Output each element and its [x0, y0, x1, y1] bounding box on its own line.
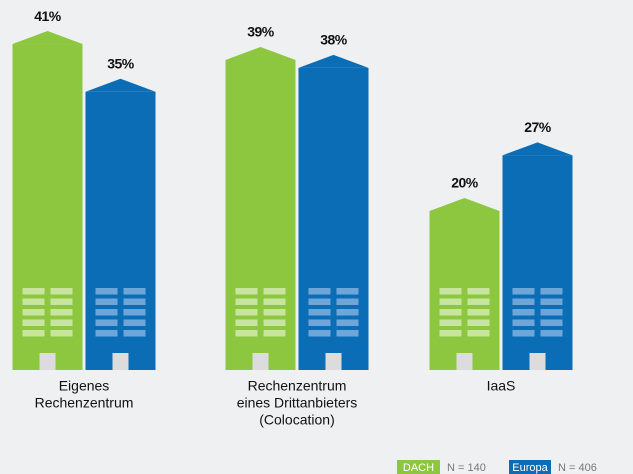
window	[23, 320, 45, 327]
window	[124, 330, 146, 337]
legend-label: DACH	[403, 462, 434, 474]
building-roof	[13, 31, 83, 44]
window	[337, 320, 359, 327]
category-label: IaaS	[487, 378, 516, 394]
building-body	[86, 92, 156, 370]
category-label: Rechenzentrum	[248, 378, 347, 394]
window	[440, 309, 462, 316]
category-label: (Colocation)	[259, 412, 334, 428]
chart: 41%35%EigenesRechenzentrum39%38%Rechenze…	[0, 0, 633, 474]
window	[309, 299, 331, 306]
window	[513, 299, 535, 306]
window	[440, 288, 462, 295]
window	[541, 288, 563, 295]
window	[264, 288, 286, 295]
window	[96, 320, 118, 327]
window	[513, 330, 535, 337]
value-label: 38%	[320, 32, 348, 48]
window	[541, 299, 563, 306]
window	[51, 288, 73, 295]
window	[541, 320, 563, 327]
window	[309, 320, 331, 327]
window	[124, 309, 146, 316]
window	[337, 330, 359, 337]
window	[23, 299, 45, 306]
window	[440, 299, 462, 306]
window	[337, 309, 359, 316]
value-label: 41%	[34, 8, 62, 24]
window	[23, 330, 45, 337]
building-roof	[86, 79, 156, 92]
door	[530, 353, 546, 370]
window	[513, 320, 535, 327]
value-label: 20%	[451, 175, 479, 191]
window	[468, 288, 490, 295]
window	[124, 320, 146, 327]
window	[96, 330, 118, 337]
window	[309, 309, 331, 316]
building-roof	[226, 47, 296, 60]
window	[337, 288, 359, 295]
window	[513, 309, 535, 316]
category-label: Rechenzentrum	[35, 395, 134, 411]
door	[457, 353, 473, 370]
window	[96, 309, 118, 316]
window	[23, 309, 45, 316]
window	[23, 288, 45, 295]
category-label: eines Drittanbieters	[237, 395, 358, 411]
window	[96, 288, 118, 295]
building-body	[503, 155, 573, 370]
door	[113, 353, 129, 370]
window	[236, 299, 258, 306]
window	[51, 330, 73, 337]
door	[253, 353, 269, 370]
window	[309, 330, 331, 337]
window	[264, 309, 286, 316]
window	[468, 320, 490, 327]
window	[468, 299, 490, 306]
window	[468, 330, 490, 337]
legend-sample: N = 406	[558, 462, 597, 474]
window	[264, 330, 286, 337]
window	[440, 320, 462, 327]
window	[337, 299, 359, 306]
legend-sample: N = 140	[447, 462, 486, 474]
window	[309, 288, 331, 295]
value-label: 39%	[247, 24, 275, 40]
value-label: 35%	[107, 55, 135, 71]
window	[236, 309, 258, 316]
window	[440, 330, 462, 337]
building-roof	[430, 198, 500, 211]
window	[51, 299, 73, 306]
window	[264, 320, 286, 327]
window	[51, 320, 73, 327]
window	[264, 299, 286, 306]
window	[124, 299, 146, 306]
legend-label: Europa	[512, 462, 548, 474]
building-roof	[503, 142, 573, 155]
window	[468, 309, 490, 316]
building-roof	[299, 55, 369, 68]
window	[236, 320, 258, 327]
window	[513, 288, 535, 295]
value-label: 27%	[524, 119, 552, 135]
window	[541, 309, 563, 316]
door	[40, 353, 56, 370]
window	[541, 330, 563, 337]
window	[236, 330, 258, 337]
door	[326, 353, 342, 370]
window	[51, 309, 73, 316]
window	[236, 288, 258, 295]
window	[96, 299, 118, 306]
category-label: Eigenes	[59, 378, 110, 394]
window	[124, 288, 146, 295]
